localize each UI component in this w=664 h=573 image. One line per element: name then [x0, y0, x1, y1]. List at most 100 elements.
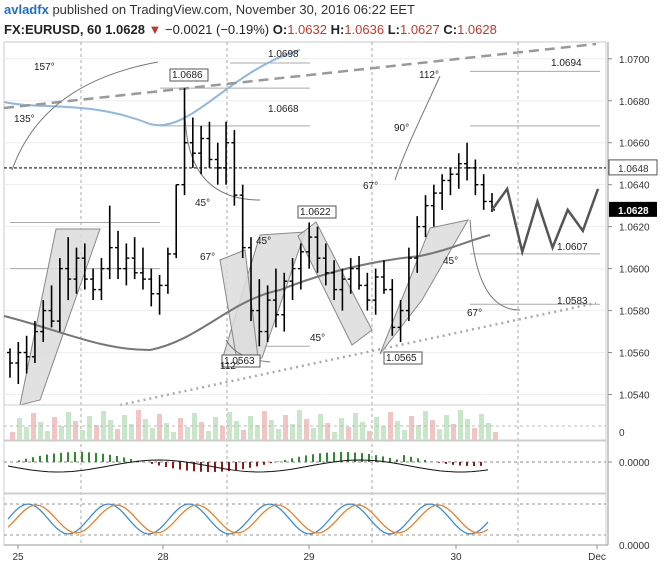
volume-bar: [24, 427, 29, 440]
low-value: 1.0627: [399, 22, 440, 37]
volume-bar: [136, 410, 141, 440]
price-tick-label: 1.0640: [619, 181, 650, 192]
volume-bar: [164, 423, 169, 440]
stoch-panel-frame: [3, 493, 607, 546]
price-label: 1.0563: [224, 356, 255, 367]
price-tick-label: 1.0700: [619, 55, 650, 66]
fib-arc: [469, 219, 521, 311]
price-label: 1.0668: [268, 104, 299, 115]
time-tick-label: 25: [12, 552, 24, 563]
volume-bar: [283, 415, 288, 440]
volume-bar: [171, 432, 176, 440]
price-tick-label: 1.0540: [619, 391, 650, 402]
volume-bar: [157, 414, 162, 440]
volume-bar: [395, 421, 400, 440]
volume-bar: [465, 419, 470, 440]
volume-bar: [10, 432, 15, 440]
stoch-d-line: [7, 504, 489, 534]
volume-bar: [108, 420, 113, 440]
volume-bar: [374, 417, 379, 440]
volume-bar: [444, 415, 449, 440]
volume-bar: [66, 412, 71, 440]
volume-bar: [451, 424, 456, 440]
angle-label: 45°: [443, 256, 458, 267]
close-value: 1.0628: [457, 22, 497, 37]
volume-bar: [339, 418, 344, 440]
macd-axis-label: 0.0000: [619, 458, 650, 469]
volume-bar: [381, 426, 386, 440]
volume-bar: [458, 410, 463, 440]
volume-bar: [430, 420, 435, 440]
volume-bar: [227, 412, 232, 440]
price-label-box: [383, 351, 423, 365]
price-label: 1.0565: [386, 353, 417, 364]
price-tick-label: 1.0580: [619, 307, 650, 318]
high-value: 1.0636: [344, 22, 385, 37]
macd-panel-frame: [3, 440, 607, 494]
volume-bar: [213, 417, 218, 440]
volume-bar: [493, 432, 498, 440]
volume-bar: [311, 428, 316, 440]
angle-label: 112°: [220, 361, 240, 372]
volume-bar: [416, 425, 421, 440]
price-tick-label: 1.0660: [619, 139, 650, 150]
volume-bar: [255, 425, 260, 440]
volume-bar: [122, 415, 127, 440]
angle-label: 67°: [467, 308, 482, 319]
volume-bar: [87, 416, 92, 440]
volume-bar: [437, 429, 442, 440]
volume-bar: [367, 431, 372, 440]
level-badge-label: 1.0648: [618, 164, 649, 175]
symbol-label[interactable]: FX:EURUSD, 60: [4, 22, 102, 37]
volume-axis-label: 0: [619, 428, 625, 439]
stoch-k-line: [7, 503, 489, 535]
angle-label: 45°: [256, 236, 271, 247]
volume-bar: [346, 427, 351, 440]
publish-info: published on TradingView.com, November 3…: [52, 2, 415, 17]
volume-bar: [206, 431, 211, 440]
volume-bar: [38, 422, 43, 440]
volume-bar: [290, 424, 295, 440]
open-label: O:: [272, 22, 288, 37]
down-arrow-icon: ▼: [148, 22, 162, 37]
volume-bar: [80, 430, 85, 440]
volume-bar: [360, 422, 365, 440]
time-tick-label: 29: [303, 552, 315, 563]
angle-label: 112°: [419, 70, 439, 81]
price-label-box: [297, 205, 337, 219]
price-label: 1.0607: [557, 242, 588, 253]
publish-line: avladfx published on TradingView.com, No…: [4, 2, 415, 17]
volume-bar: [269, 420, 274, 440]
price-label: 1.0686: [172, 70, 203, 81]
channel-wedge: [379, 219, 469, 355]
price-label-box: [221, 354, 261, 368]
volume-bar: [101, 411, 106, 440]
angle-label: 135°: [14, 114, 35, 125]
gray-moving-average: [3, 234, 491, 352]
volume-bar: [241, 430, 246, 440]
volume-bar: [325, 423, 330, 440]
angle-label: 45°: [310, 333, 325, 344]
volume-bar: [185, 427, 190, 440]
volume-bar: [178, 418, 183, 440]
angle-label: 67°: [200, 252, 215, 263]
ohlc-line: FX:EURUSD, 60 1.0628 ▼ −0.0021 (−0.19%) …: [4, 22, 497, 37]
price-label: 1.0698: [268, 49, 299, 60]
close-label: C:: [443, 22, 458, 37]
angle-label: 67°: [363, 181, 378, 192]
high-label: H:: [330, 22, 345, 37]
volume-bar: [59, 426, 64, 440]
angle-label: 157°: [34, 62, 55, 73]
price-label-box: [169, 68, 209, 82]
last-price-badge-label: 1.0628: [618, 206, 649, 217]
volume-bar: [94, 425, 99, 440]
author-name[interactable]: avladfx: [4, 2, 49, 17]
low-label: L:: [387, 22, 400, 37]
volume-bar: [192, 413, 197, 440]
price-label: 1.0622: [300, 207, 331, 218]
volume-bar: [479, 414, 484, 440]
level-badge: [608, 159, 658, 176]
chart-header: avladfx published on TradingView.com, No…: [0, 0, 664, 42]
last-price: 1.0628: [105, 22, 145, 37]
